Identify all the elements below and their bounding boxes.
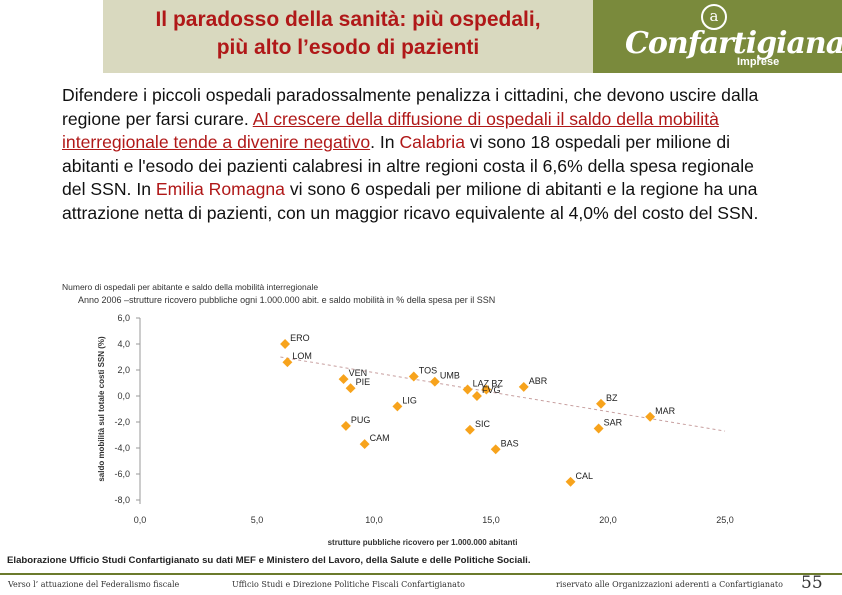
data-point-label: CAL (576, 471, 594, 481)
x-tick-label: 10,0 (365, 515, 383, 525)
para-part-4: vi sono 18 ospedali per milione di abita… (62, 132, 754, 200)
data-point (462, 384, 473, 395)
y-tick-label: -6,0 (114, 469, 130, 479)
para-part-5: vi sono 6 ospedali per milione di abitan… (62, 179, 759, 223)
data-point (565, 476, 576, 487)
y-tick-label: 2,0 (117, 365, 130, 375)
y-tick-label: 4,0 (117, 339, 130, 349)
footer-divider (0, 573, 842, 575)
data-point (518, 381, 529, 392)
data-point-label: PUG (351, 415, 371, 425)
y-tick-label: -4,0 (114, 443, 130, 453)
data-point (596, 398, 606, 409)
chart-subtitle: Anno 2006 –strutture ricovero pubbliche … (78, 295, 496, 305)
data-point-label: CAM (370, 433, 390, 443)
para-emilia: Emilia Romagna (155, 179, 285, 200)
data-point-label: ABR (529, 376, 548, 386)
data-point (280, 339, 291, 349)
data-point-label: LAZ (473, 379, 490, 389)
data-point (429, 376, 440, 387)
para-calabria: Calabria (399, 132, 465, 153)
data-point-label: VEN (349, 368, 368, 378)
data-point-label: BZ (491, 379, 503, 389)
para-part-3: . In (370, 132, 400, 153)
title-line-2: più alto l’esodo di pazienti (216, 36, 480, 59)
data-point (282, 357, 293, 368)
x-tick-label: 15,0 (482, 515, 500, 525)
x-tick-label: 0,0 (134, 515, 147, 525)
logo-circle-icon: a (701, 4, 727, 30)
data-point-label: FVG (482, 385, 501, 395)
x-axis-title: strutture pubbliche ricovero per 1.000.0… (328, 538, 518, 547)
data-point (338, 374, 349, 385)
data-point-label: MAR (655, 406, 676, 416)
data-point (593, 423, 604, 434)
data-point-label: SIC (475, 419, 491, 429)
logo-symbol: a (709, 7, 719, 25)
logo-sub: Imprese (737, 56, 780, 68)
logo-name: Confartigianato (625, 26, 842, 61)
data-point (345, 383, 356, 394)
y-axis-title: saldo mobilità sul totale costi SSN (%) (97, 336, 106, 482)
para-part-1: Difendere i piccoli ospedali paradossalm… (62, 85, 759, 129)
scatter-chart: 6,0 4,0 2,0 0,0 -2,0 -4,0 -6,0 -8,0 0,0 5,0 10,0 15… (97, 313, 734, 547)
data-point-label: SAR (604, 418, 623, 428)
y-tick-label: -8,0 (114, 495, 130, 505)
source-note: Elaborazione Ufficio Studi Confartigiana… (7, 555, 531, 566)
body-paragraph: Difendere i piccoli ospedali paradossalm… (62, 84, 782, 226)
x-tick-label: 25,0 (716, 515, 734, 525)
data-point-label: PIE (356, 377, 371, 387)
data-point-label: BAS (501, 438, 519, 448)
data-point-label: TOS (419, 366, 437, 376)
data-point (472, 391, 482, 401)
footer-right: riservato alle Organizzazioni aderenti a… (556, 580, 783, 589)
data-point (392, 401, 403, 412)
title-line-1: Il paradosso della sanità: più ospedali, (155, 8, 541, 31)
y-tick-label: 6,0 (117, 313, 130, 323)
y-tick-label: 0,0 (117, 391, 130, 401)
data-point-label: ERO (290, 333, 310, 343)
y-tick-label: -2,0 (114, 417, 130, 427)
para-highlight-underlined: Al crescere della diffusione di ospedali… (62, 108, 719, 153)
data-point (645, 411, 656, 422)
footer-center: Ufficio Studi e Direzione Politiche Fisc… (232, 580, 465, 589)
footer-left: Verso l’ attuazione del Federalismo fisc… (8, 580, 180, 589)
data-point-label: BZ (606, 393, 618, 403)
chart-overlap-title: Numero di ospedali per abitante e saldo … (62, 282, 319, 292)
header: Il paradosso della sanità: più ospedali,… (0, 0, 842, 73)
trend-line (280, 356, 726, 432)
data-point (490, 444, 501, 455)
data-point-label: UMB (440, 371, 460, 381)
confartigianato-logo: a Confartigianato Imprese (593, 0, 842, 73)
x-tick-label: 20,0 (599, 515, 617, 525)
page-number: 55 (801, 573, 823, 593)
data-point (359, 439, 370, 450)
title-box: Il paradosso della sanità: più ospedali,… (103, 0, 593, 73)
data-point-label: LOM (292, 351, 312, 361)
data-point-label: LIG (402, 395, 417, 405)
x-tick-label: 5,0 (251, 515, 264, 525)
data-point (464, 424, 475, 435)
data-point (340, 420, 351, 431)
